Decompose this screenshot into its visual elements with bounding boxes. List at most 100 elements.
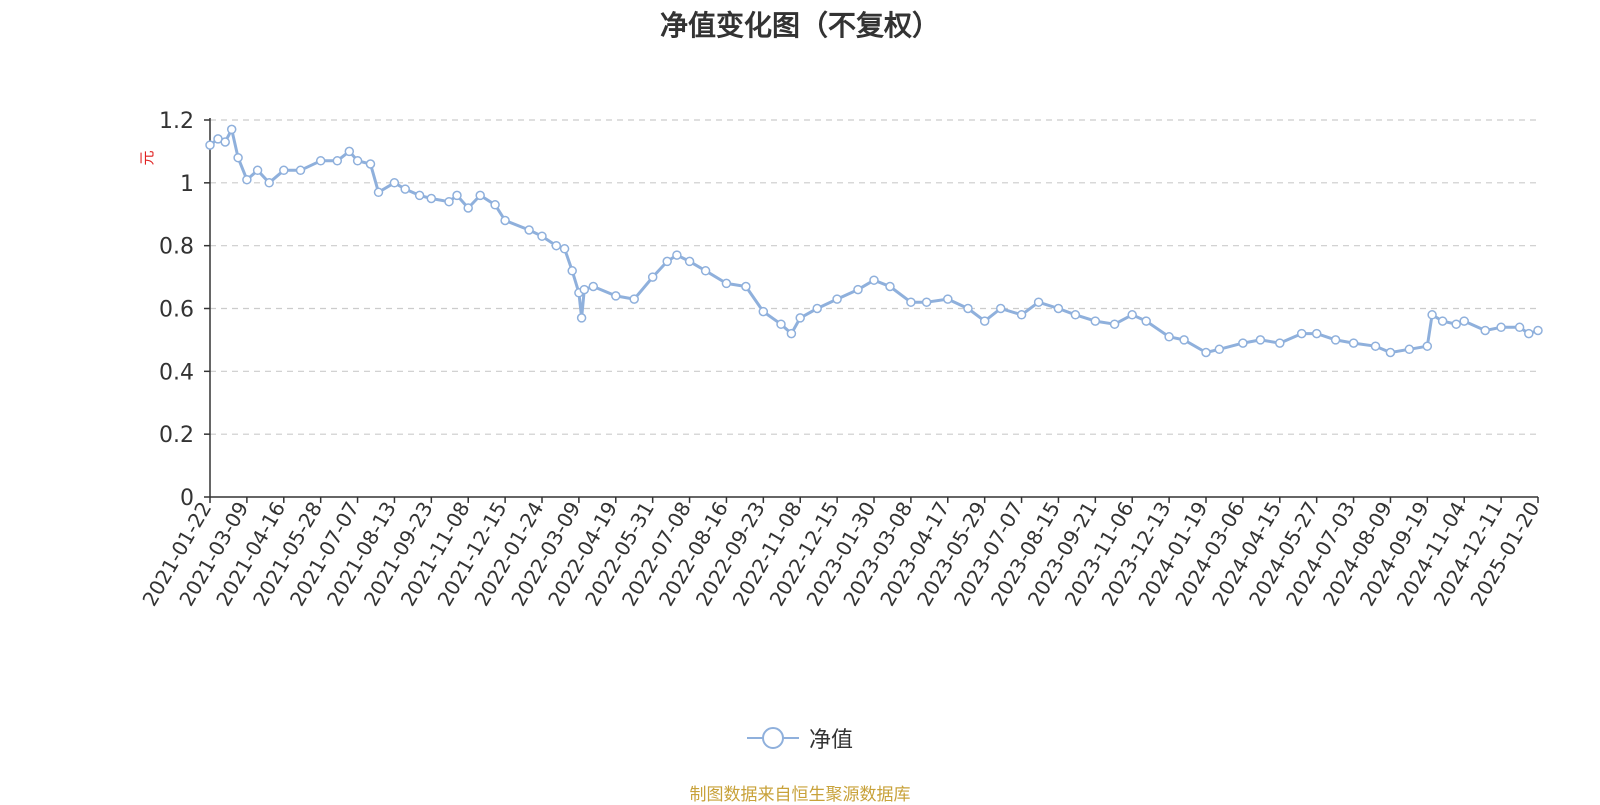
data-point [662, 256, 672, 267]
data-point [1427, 310, 1437, 320]
data-point [444, 196, 454, 207]
data-point [524, 225, 534, 235]
data-point [758, 306, 769, 317]
y-tick-label: 0.8 [159, 235, 194, 260]
y-tick-label: 0.4 [159, 360, 194, 385]
data-point [559, 244, 570, 254]
data-point [1422, 341, 1433, 351]
data-point [1214, 344, 1225, 355]
data-point [588, 281, 599, 292]
data-point [576, 313, 587, 323]
data-point [1496, 322, 1506, 333]
legend-label: 净值 [808, 728, 853, 753]
data-point [332, 156, 343, 166]
data-point [1533, 325, 1543, 336]
y-tick-label: 0 [180, 486, 194, 511]
data-point [205, 140, 215, 150]
data-point [1090, 316, 1101, 326]
chart-title: 净值变化图（不复权） [659, 9, 940, 42]
data-point [1311, 328, 1322, 339]
data-point [700, 266, 711, 276]
data-point [1296, 328, 1307, 339]
data-point [490, 200, 500, 210]
data-point [1164, 332, 1174, 342]
data-point [1370, 341, 1381, 351]
data-point [995, 303, 1006, 314]
data-point [1348, 338, 1359, 348]
series-layer [205, 124, 1543, 358]
data-point [1179, 335, 1189, 345]
data-point [295, 165, 306, 176]
data-point [1141, 316, 1151, 326]
data-point [647, 272, 658, 282]
data-point [1404, 344, 1415, 355]
data-point [1459, 316, 1469, 326]
data-point [1524, 328, 1534, 339]
data-point [233, 152, 243, 163]
data-point [1053, 303, 1064, 314]
legend-marker-icon [746, 727, 799, 749]
data-point [414, 190, 425, 201]
y-tick-label: 1 [180, 172, 194, 197]
data-point [352, 156, 363, 166]
data-point [537, 231, 547, 241]
data-point [672, 250, 682, 260]
data-point [567, 266, 577, 276]
data-point [963, 303, 973, 314]
data-point [1201, 347, 1211, 358]
data-point [1016, 310, 1027, 320]
y-tick-label: 1.2 [159, 109, 194, 134]
data-point [1127, 310, 1137, 320]
data-point [1480, 325, 1490, 336]
data-point [344, 146, 355, 157]
data-point [629, 294, 639, 304]
data-point [832, 294, 842, 304]
data-point [1033, 297, 1044, 307]
data-point [741, 281, 751, 292]
data-point [365, 159, 376, 169]
data-point [1385, 347, 1396, 358]
y-axis-label: 元 [138, 150, 156, 165]
data-point [500, 215, 510, 226]
data-point [426, 193, 437, 204]
data-point [1255, 335, 1266, 345]
data-point [279, 165, 289, 176]
data-point [885, 281, 895, 292]
data-point [463, 203, 473, 213]
data-point [220, 137, 230, 147]
data-point [1437, 316, 1448, 326]
data-point [242, 174, 252, 185]
data-point [1275, 338, 1285, 348]
data-point [1238, 338, 1248, 348]
data-point [579, 284, 590, 295]
data-point [869, 275, 879, 285]
data-point [226, 124, 237, 135]
data-point [475, 190, 485, 201]
data-source-note: 制图数据来自恒生聚源数据库 [689, 785, 911, 805]
data-point [400, 184, 410, 194]
data-point [1330, 335, 1341, 345]
data-point [795, 313, 805, 323]
data-point [389, 178, 400, 188]
data-point [812, 303, 822, 314]
axes [204, 118, 1539, 503]
data-point [906, 297, 916, 307]
data-point [611, 291, 621, 301]
data-point [776, 319, 786, 329]
data-point [853, 284, 863, 295]
data-point [1514, 322, 1525, 333]
data-point [373, 187, 384, 198]
data-point [721, 278, 732, 289]
legend[interactable]: 净值 [0, 722, 1600, 754]
data-point [979, 316, 990, 326]
data-point [684, 256, 695, 267]
series-line [209, 127, 1539, 354]
grid-lines [210, 119, 1538, 435]
data-point [315, 156, 326, 166]
data-point [264, 178, 274, 188]
data-point [1451, 319, 1461, 329]
y-tick-label: 0.6 [159, 298, 194, 323]
data-point [1070, 310, 1081, 320]
data-point [943, 294, 953, 304]
